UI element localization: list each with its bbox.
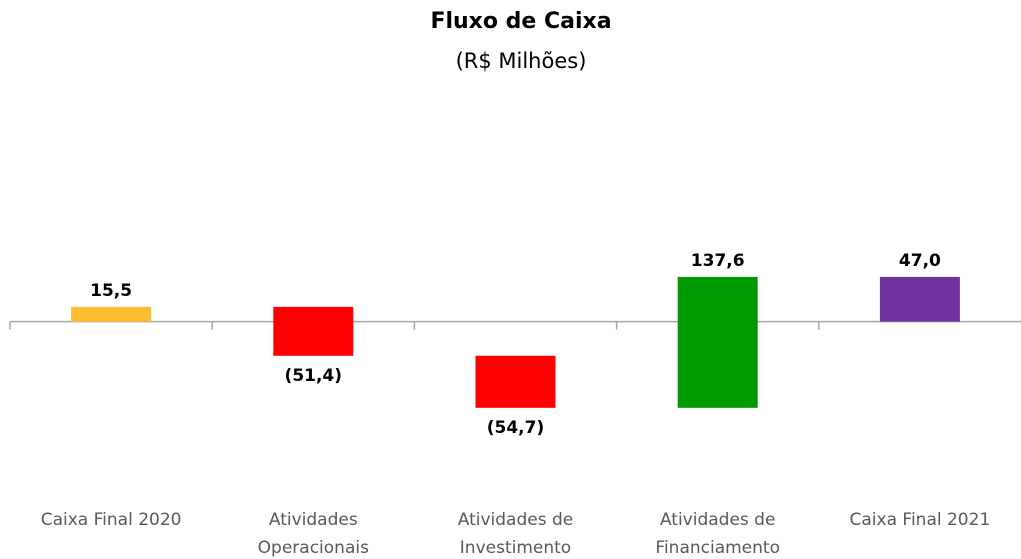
data-label: 137,6 [691, 251, 745, 271]
x-tick-label: Caixa Final 2021 [850, 510, 991, 530]
data-label: (54,7) [487, 418, 544, 438]
chart-title: Fluxo de Caixa [430, 9, 611, 34]
data-label: (51,4) [285, 366, 342, 386]
x-tick-label: Financiamento [655, 538, 780, 558]
bar [475, 355, 556, 408]
x-tick-label: Atividades de [458, 510, 573, 530]
data-label: 15,5 [90, 281, 132, 301]
data-label: 47,0 [899, 251, 941, 271]
chart-subtitle: (R$ Milhões) [456, 49, 587, 73]
bar [677, 276, 758, 408]
x-tick-label: Operacionais [258, 538, 369, 558]
bar [879, 276, 960, 322]
bar [71, 306, 152, 322]
x-tick-label: Caixa Final 2020 [41, 510, 182, 530]
bar [273, 306, 354, 356]
x-tick-label: Atividades [269, 510, 358, 530]
x-tick-label: Atividades de [660, 510, 775, 530]
x-tick-label: Investimento [460, 538, 571, 558]
